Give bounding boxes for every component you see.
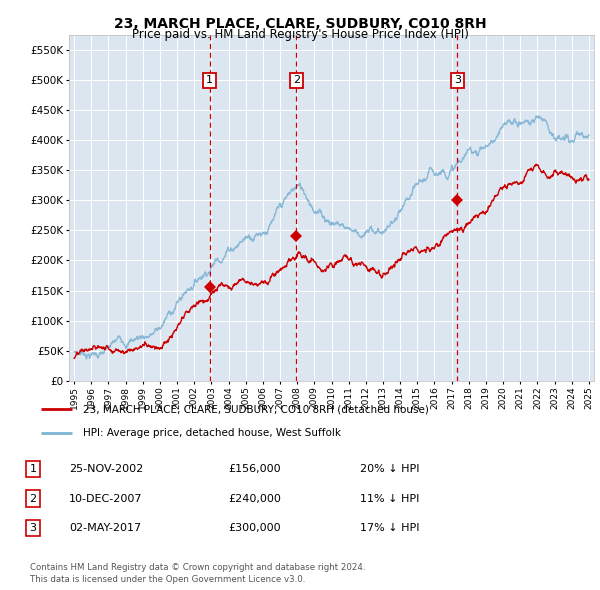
Text: 2: 2: [29, 494, 37, 503]
Text: 23, MARCH PLACE, CLARE, SUDBURY, CO10 8RH: 23, MARCH PLACE, CLARE, SUDBURY, CO10 8R…: [113, 17, 487, 31]
Text: 02-MAY-2017: 02-MAY-2017: [69, 523, 141, 533]
Text: Price paid vs. HM Land Registry's House Price Index (HPI): Price paid vs. HM Land Registry's House …: [131, 28, 469, 41]
Text: 17% ↓ HPI: 17% ↓ HPI: [360, 523, 419, 533]
Text: 3: 3: [29, 523, 37, 533]
Text: 1: 1: [29, 464, 37, 474]
Text: 3: 3: [454, 76, 461, 86]
Text: 2: 2: [293, 76, 300, 86]
Text: 11% ↓ HPI: 11% ↓ HPI: [360, 494, 419, 503]
Text: 25-NOV-2002: 25-NOV-2002: [69, 464, 143, 474]
Text: £156,000: £156,000: [228, 464, 281, 474]
Text: 1: 1: [206, 76, 213, 86]
Text: 23, MARCH PLACE, CLARE, SUDBURY, CO10 8RH (detached house): 23, MARCH PLACE, CLARE, SUDBURY, CO10 8R…: [83, 404, 428, 414]
Text: 20% ↓ HPI: 20% ↓ HPI: [360, 464, 419, 474]
Text: HPI: Average price, detached house, West Suffolk: HPI: Average price, detached house, West…: [83, 428, 341, 438]
Text: Contains HM Land Registry data © Crown copyright and database right 2024.
This d: Contains HM Land Registry data © Crown c…: [30, 563, 365, 584]
Text: £300,000: £300,000: [228, 523, 281, 533]
Text: 10-DEC-2007: 10-DEC-2007: [69, 494, 143, 503]
Text: £240,000: £240,000: [228, 494, 281, 503]
